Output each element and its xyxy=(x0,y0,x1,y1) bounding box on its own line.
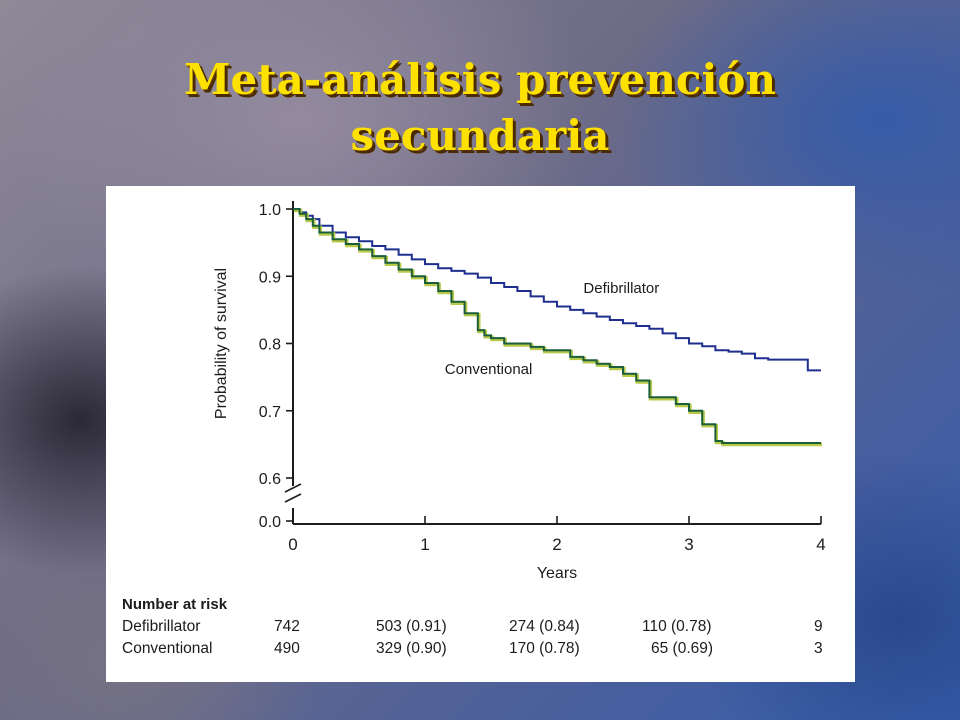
risk-cell: 742 xyxy=(274,618,300,635)
axis-break-mark xyxy=(284,483,302,493)
survival-chart: 1.0 0.9 0.8 0.7 0.6 0.0 0 1 2 3 4 Years Probability … xyxy=(213,201,826,582)
risk-cell: 9 xyxy=(814,618,823,635)
title-line-1: Meta-análisis prevención xyxy=(184,55,776,104)
x-tick-label: 2 xyxy=(552,535,561,554)
risk-cell: 170 (0.78) xyxy=(509,640,580,657)
survival-figure: 1.0 0.9 0.8 0.7 0.6 0.0 0 1 2 3 4 Years Probability … xyxy=(106,186,855,682)
risk-row-label: Defibrillator xyxy=(122,618,201,635)
chart-series xyxy=(293,208,822,447)
risk-cell: 503 (0.91) xyxy=(376,618,447,635)
risk-cell: 110 (0.78) xyxy=(642,618,712,635)
series-line-defibrillator xyxy=(293,208,821,372)
risk-row-defibrillator: Defibrillator 742 503 (0.91) 274 (0.84) … xyxy=(106,618,855,638)
risk-row-label: Conventional xyxy=(122,640,213,657)
chart-axes: 1.0 0.9 0.8 0.7 0.6 0.0 0 1 2 3 4 Years Probability … xyxy=(213,201,826,582)
y-tick-label: 0.6 xyxy=(259,471,281,488)
y-tick-label: 0.8 xyxy=(259,337,281,354)
y-tick-label: 0.0 xyxy=(259,514,281,531)
curve-label: Defibrillator xyxy=(583,280,659,297)
x-tick-label: 3 xyxy=(684,535,693,554)
y-tick-label: 0.7 xyxy=(259,404,281,421)
x-tick-label: 4 xyxy=(816,535,825,554)
risk-cell: 490 xyxy=(274,640,300,657)
y-axis-label: Probability of survival xyxy=(213,268,230,419)
y-tick-label: 1.0 xyxy=(259,202,281,219)
risk-cell: 3 xyxy=(814,640,823,657)
x-tick-label: 1 xyxy=(420,535,429,554)
y-tick-label: 0.9 xyxy=(259,269,281,286)
risk-cell: 274 (0.84) xyxy=(509,618,580,635)
x-tick-label: 0 xyxy=(288,535,297,554)
risk-cell: 65 (0.69) xyxy=(651,640,714,657)
series-line-conventional xyxy=(293,208,821,444)
title-line-2: secundaria xyxy=(350,111,610,160)
number-at-risk-table: Number at risk Defibrillator 742 503 (0.… xyxy=(106,596,855,682)
risk-row-conventional: Conventional 490 329 (0.90) 170 (0.78) 6… xyxy=(106,640,855,660)
axis-break-mark xyxy=(284,493,302,503)
x-axis-label: Years xyxy=(537,565,577,582)
risk-cell: 329 (0.90) xyxy=(376,640,447,657)
risk-table-header: Number at risk xyxy=(122,596,228,613)
slide-title: Meta-análisis prevención secundaria xyxy=(0,52,960,164)
chart-annotations: Defibrillator Conventional xyxy=(445,280,659,378)
curve-label: Conventional xyxy=(445,361,533,378)
